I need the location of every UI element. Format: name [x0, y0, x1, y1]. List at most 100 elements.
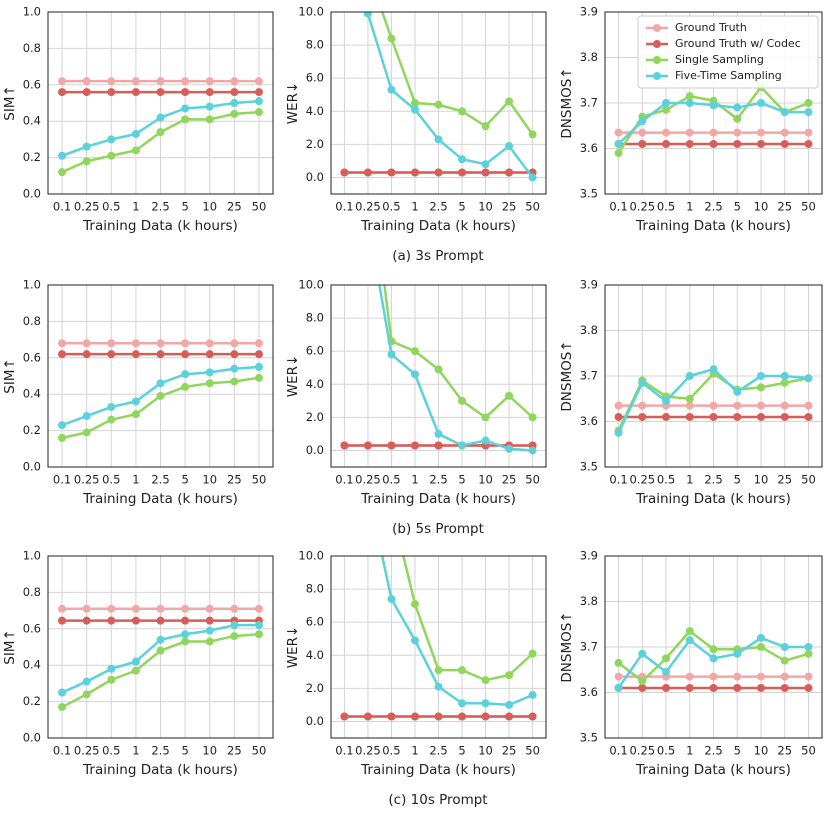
x-tick-label: 25 [227, 200, 242, 214]
point [181, 350, 190, 359]
x-tick-label: 2.5 [429, 200, 447, 214]
point [804, 643, 813, 651]
y-tick-label: 8.0 [306, 38, 324, 52]
point [387, 595, 396, 604]
x-tick-label: 25 [502, 744, 517, 758]
point [107, 616, 116, 625]
point [756, 683, 765, 692]
x-tick-label: 0.5 [382, 473, 400, 487]
point [780, 683, 789, 692]
x-tick-label: 0.5 [102, 200, 120, 214]
y-tick-label: 10.0 [298, 549, 324, 563]
x-tick-label: 1 [686, 200, 693, 214]
point [614, 412, 623, 421]
point [107, 77, 116, 86]
point [481, 676, 490, 685]
x-tick-label: 0.1 [609, 473, 627, 487]
x-axis-label: Training Data (k hours) [360, 218, 516, 234]
point [528, 130, 537, 139]
y-tick-label: 10.0 [298, 5, 324, 19]
x-axis-label: Training Data (k hours) [360, 491, 516, 507]
y-tick-label: 0.0 [23, 187, 41, 201]
y-tick-label: 1.0 [23, 549, 41, 563]
point [230, 604, 239, 613]
point [662, 105, 671, 114]
point [205, 616, 214, 625]
point [685, 412, 694, 421]
point [528, 413, 537, 422]
x-tick-label: 10 [478, 200, 493, 214]
point [205, 88, 214, 97]
point [804, 374, 813, 383]
point [458, 168, 467, 177]
point [363, 712, 372, 721]
point [528, 173, 537, 182]
y-tick-label: 3.7 [580, 96, 598, 110]
y-tick-label: 0.2 [23, 694, 41, 708]
point [733, 412, 742, 421]
point [107, 675, 116, 684]
point [156, 77, 165, 86]
point [685, 672, 694, 681]
point [733, 672, 742, 681]
x-tick-label: 0.25 [74, 473, 100, 487]
point [804, 139, 813, 148]
y-tick-label: 8.0 [306, 582, 324, 596]
y-tick-label: 0.0 [23, 731, 41, 745]
y-tick-label: 4.0 [306, 377, 324, 391]
point [804, 108, 813, 117]
point [58, 88, 67, 97]
point [107, 135, 116, 144]
x-tick-label: 25 [777, 473, 792, 487]
legend-label: Ground Truth w/ Codec [675, 37, 801, 50]
x-tick-label: 0.5 [102, 744, 120, 758]
point [82, 339, 91, 348]
point [756, 99, 765, 107]
x-tick-label: 2.5 [151, 473, 169, 487]
point [254, 88, 263, 97]
point [58, 339, 67, 348]
point [156, 339, 165, 348]
y-axis-label: DNSMOS↑ [559, 611, 575, 682]
x-tick-label: 0.1 [335, 473, 353, 487]
x-tick-label: 50 [252, 473, 267, 487]
x-tick-label: 5 [458, 200, 465, 214]
x-tick-label: 0.1 [335, 200, 353, 214]
y-tick-label: 0.0 [306, 170, 324, 184]
point [780, 128, 789, 137]
point [733, 114, 742, 123]
y-tick-label: 3.6 [580, 685, 598, 699]
point [709, 139, 718, 148]
point [709, 365, 718, 374]
axes-frame [330, 284, 547, 468]
subplot: 0.02.04.06.08.010.00.1 0.25 0.5 1 2.5 5 10 25 50… [285, 549, 547, 778]
point [82, 77, 91, 86]
point [756, 128, 765, 137]
x-axis-label: Training Data (k hours) [82, 762, 238, 778]
point [131, 666, 140, 675]
y-tick-label: 0.8 [23, 41, 41, 55]
point [505, 391, 514, 400]
point [662, 139, 671, 148]
x-tick-label: 25 [777, 200, 792, 214]
point [505, 168, 514, 177]
point [156, 616, 165, 625]
x-tick-label: 50 [252, 744, 267, 758]
point [434, 682, 443, 691]
point [181, 630, 190, 639]
point [505, 444, 514, 453]
plot-area [58, 339, 263, 442]
point [780, 108, 789, 117]
point [733, 649, 742, 658]
x-tick-label: 50 [525, 473, 540, 487]
axes-frame [47, 284, 274, 468]
point [254, 630, 263, 639]
point [804, 99, 813, 107]
plot-area [614, 83, 813, 158]
y-tick-label: 4.0 [306, 648, 324, 662]
y-tick-label: 0.0 [306, 714, 324, 728]
x-tick-label: 5 [181, 744, 188, 758]
x-tick-label: 50 [801, 473, 816, 487]
y-tick-label: 1.0 [23, 5, 41, 19]
subplot: 3.5 3.6 3.7 3.8 3.9 0.1 0.25 0.5 1 2.5 5 10 25 50 Trai… [559, 5, 823, 234]
